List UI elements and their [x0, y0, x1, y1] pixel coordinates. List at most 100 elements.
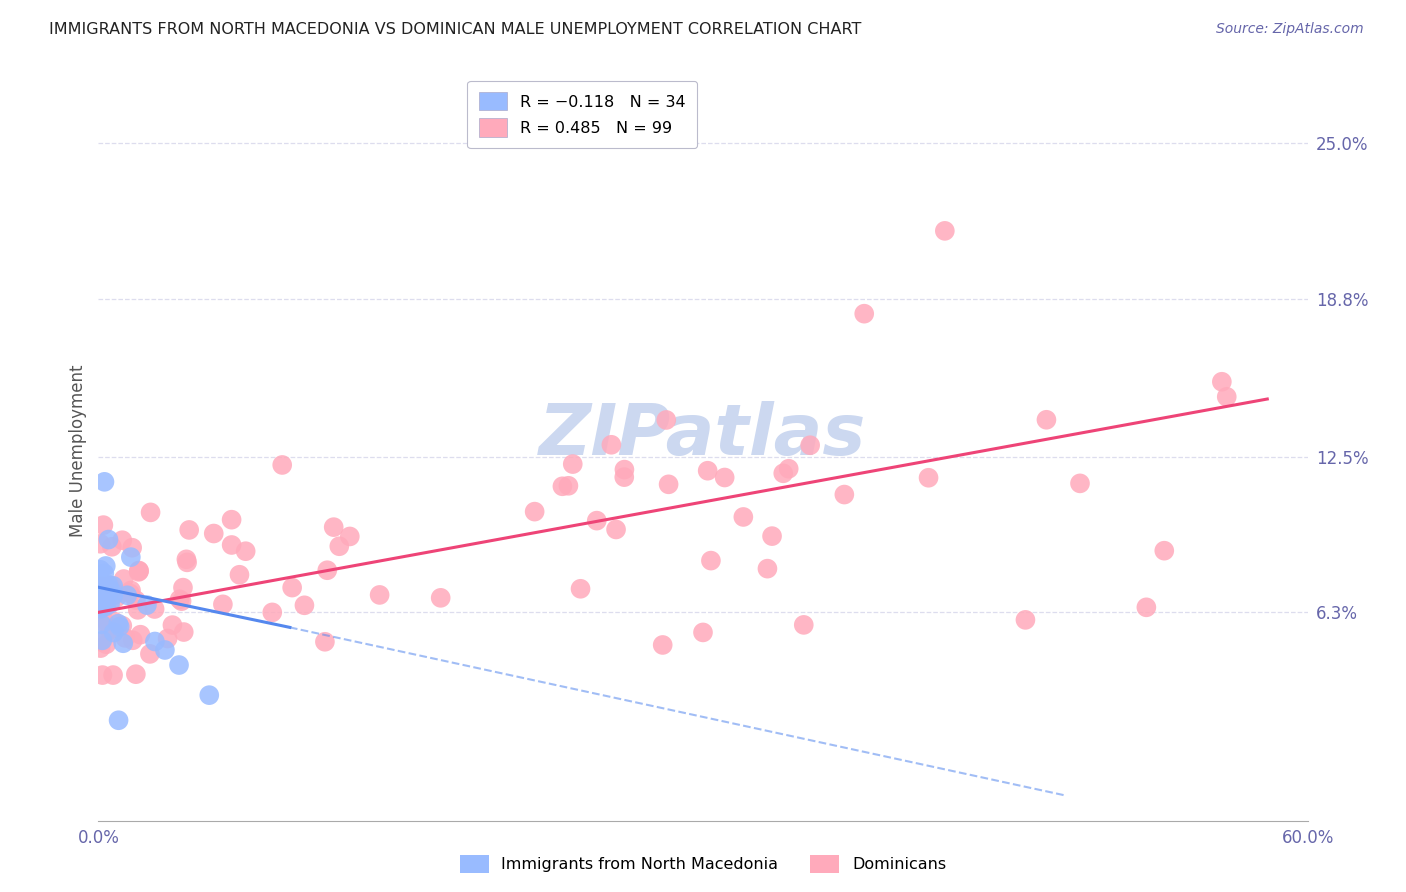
Point	[793, 618, 815, 632]
Point	[322, 520, 344, 534]
Point	[120, 583, 142, 598]
Point	[114, 631, 136, 645]
Point	[1069, 476, 1091, 491]
Point	[89, 537, 111, 551]
Point	[107, 616, 129, 631]
Point	[772, 467, 794, 481]
Point	[118, 586, 141, 600]
Point	[605, 523, 627, 537]
Point	[100, 623, 122, 637]
Point	[89, 599, 111, 613]
Point	[89, 579, 111, 593]
Legend: R = −0.118   N = 34, R = 0.485   N = 99: R = −0.118 N = 34, R = 0.485 N = 99	[467, 81, 697, 148]
Point	[125, 667, 148, 681]
Point	[127, 603, 149, 617]
Point	[112, 572, 135, 586]
Point	[569, 582, 592, 596]
Point	[692, 625, 714, 640]
Point	[294, 599, 316, 613]
Point	[121, 541, 143, 555]
Point	[100, 582, 122, 597]
Point	[129, 628, 152, 642]
Point	[93, 596, 115, 610]
Point	[98, 597, 121, 611]
Point	[651, 638, 673, 652]
Point	[314, 634, 336, 648]
Point	[128, 564, 150, 578]
Point	[101, 540, 124, 554]
Point	[316, 563, 339, 577]
Point	[368, 588, 391, 602]
Point	[101, 668, 124, 682]
Point	[90, 617, 112, 632]
Point	[94, 558, 117, 573]
Point	[1135, 600, 1157, 615]
Y-axis label: Male Unemployment: Male Unemployment	[69, 364, 87, 537]
Point	[917, 471, 939, 485]
Point	[120, 550, 142, 565]
Point	[115, 588, 138, 602]
Point	[101, 579, 124, 593]
Point	[103, 625, 125, 640]
Point	[551, 479, 574, 493]
Point	[125, 593, 148, 607]
Point	[97, 592, 120, 607]
Point	[167, 658, 190, 673]
Point	[156, 632, 179, 646]
Point	[228, 567, 250, 582]
Point	[143, 634, 166, 648]
Point	[281, 581, 304, 595]
Point	[585, 514, 607, 528]
Point	[105, 591, 128, 605]
Point	[107, 713, 129, 727]
Point	[128, 564, 150, 578]
Point	[93, 518, 115, 533]
Point	[271, 458, 294, 472]
Point	[90, 641, 112, 656]
Point	[328, 539, 350, 553]
Point	[176, 555, 198, 569]
Point	[1211, 375, 1233, 389]
Point	[733, 510, 755, 524]
Point	[172, 581, 194, 595]
Point	[94, 599, 117, 614]
Point	[108, 619, 131, 633]
Point	[136, 598, 159, 612]
Point	[162, 618, 184, 632]
Point	[696, 464, 718, 478]
Point	[853, 307, 876, 321]
Point	[121, 633, 143, 648]
Point	[778, 461, 800, 475]
Point	[98, 578, 121, 592]
Point	[104, 586, 127, 600]
Point	[111, 618, 134, 632]
Point	[221, 513, 243, 527]
Point	[557, 479, 579, 493]
Point	[143, 602, 166, 616]
Point	[90, 591, 112, 606]
Point	[1035, 413, 1057, 427]
Point	[93, 592, 115, 607]
Point	[128, 565, 150, 579]
Point	[834, 487, 856, 501]
Point	[523, 505, 546, 519]
Point	[93, 475, 115, 489]
Point	[934, 224, 956, 238]
Point	[179, 523, 201, 537]
Point	[89, 634, 111, 648]
Point	[91, 668, 114, 682]
Point	[339, 529, 361, 543]
Text: Source: ZipAtlas.com: Source: ZipAtlas.com	[1216, 22, 1364, 37]
Point	[756, 561, 779, 575]
Point	[96, 589, 118, 603]
Point	[221, 538, 243, 552]
Point	[799, 438, 821, 452]
Point	[90, 579, 112, 593]
Point	[100, 622, 122, 636]
Point	[93, 566, 115, 581]
Text: ZIPatlas: ZIPatlas	[540, 401, 866, 470]
Point	[170, 594, 193, 608]
Point	[198, 688, 221, 702]
Text: IMMIGRANTS FROM NORTH MACEDONIA VS DOMINICAN MALE UNEMPLOYMENT CORRELATION CHART: IMMIGRANTS FROM NORTH MACEDONIA VS DOMIN…	[49, 22, 862, 37]
Point	[713, 470, 735, 484]
